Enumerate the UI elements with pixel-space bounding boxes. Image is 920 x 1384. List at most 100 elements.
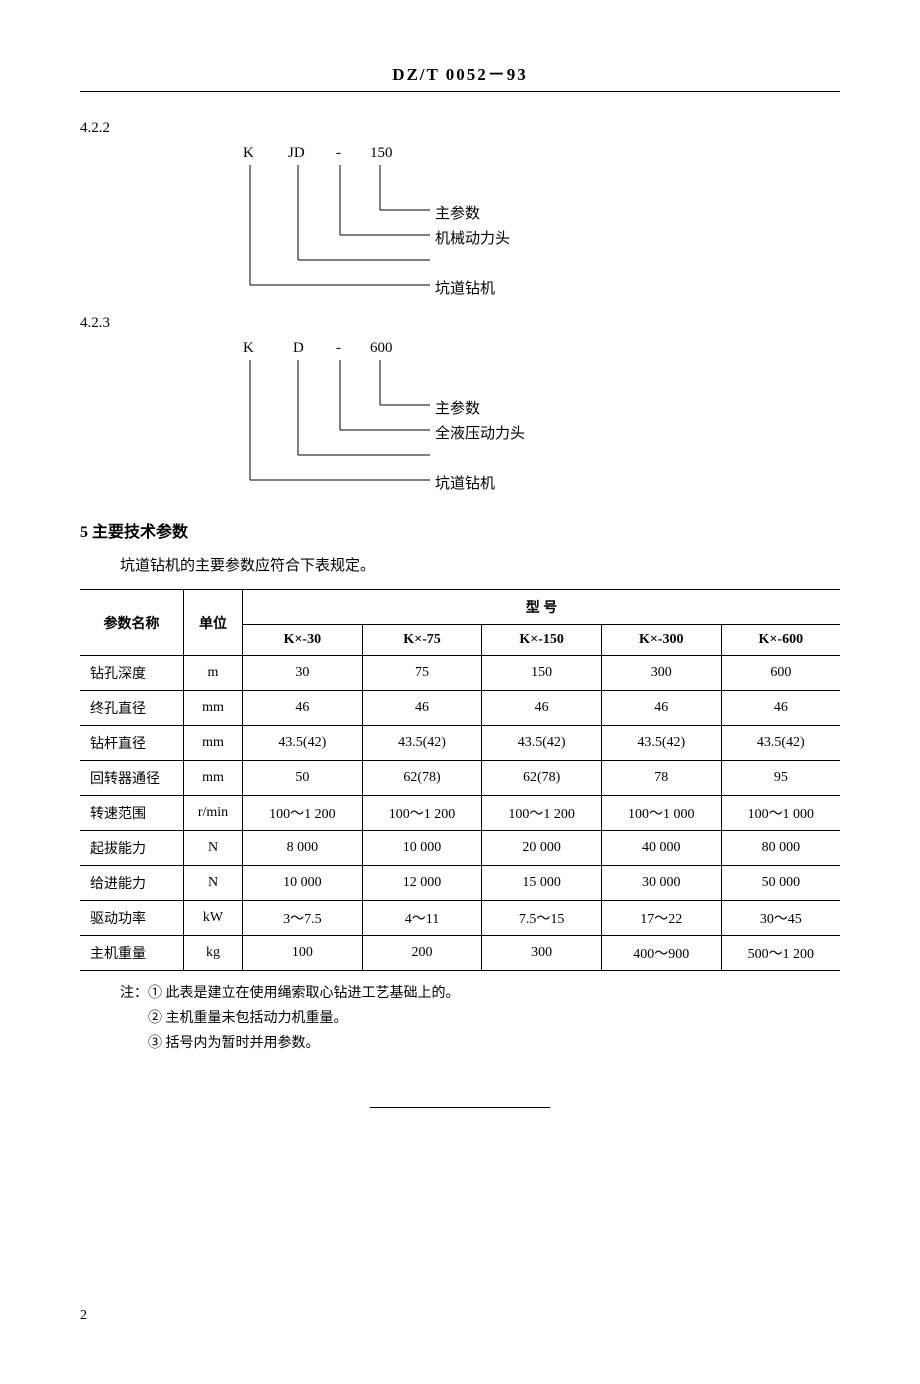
table-cell: 驱动功率 bbox=[80, 901, 184, 936]
model-4: K×-600 bbox=[721, 625, 840, 656]
table-cell: 100～1 000 bbox=[721, 796, 840, 831]
table-cell: 终孔直径 bbox=[80, 691, 184, 726]
code-k: K bbox=[243, 145, 254, 162]
table-cell: 回转器通径 bbox=[80, 761, 184, 796]
table-cell: 12 000 bbox=[362, 866, 482, 901]
table-cell: 转速范围 bbox=[80, 796, 184, 831]
table-cell: 43.5(42) bbox=[721, 726, 840, 761]
table-cell: 7.5～15 bbox=[482, 901, 602, 936]
section-4-2-2: 4.2.2 bbox=[80, 120, 840, 137]
table-cell: N bbox=[184, 831, 243, 866]
table-cell: mm bbox=[184, 691, 243, 726]
code-jd: JD bbox=[288, 145, 305, 162]
table-cell: 43.5(42) bbox=[482, 726, 602, 761]
label-tunnel-drill: 坑道钻机 bbox=[435, 277, 495, 298]
model-0: K×-30 bbox=[243, 625, 363, 656]
table-cell: 46 bbox=[362, 691, 482, 726]
label-tunnel-drill: 坑道钻机 bbox=[435, 472, 495, 493]
table-cell: 30～45 bbox=[721, 901, 840, 936]
section-5-intro: 坑道钻机的主要参数应符合下表规定。 bbox=[120, 554, 840, 575]
table-cell: 200 bbox=[362, 936, 482, 971]
table-cell: 10 000 bbox=[243, 866, 363, 901]
table-cell: 钻孔深度 bbox=[80, 656, 184, 691]
model-2: K×-150 bbox=[482, 625, 602, 656]
code-dash: - bbox=[336, 145, 341, 162]
table-cell: 62(78) bbox=[362, 761, 482, 796]
table-cell: 主机重量 bbox=[80, 936, 184, 971]
table-cell: 46 bbox=[721, 691, 840, 726]
table-cell: 300 bbox=[482, 936, 602, 971]
table-cell: r/min bbox=[184, 796, 243, 831]
table-cell: 150 bbox=[482, 656, 602, 691]
table-cell: kg bbox=[184, 936, 243, 971]
col-unit: 单位 bbox=[184, 590, 243, 656]
table-cell: 起拔能力 bbox=[80, 831, 184, 866]
table-cell: 100～1 200 bbox=[482, 796, 602, 831]
table-cell: 43.5(42) bbox=[243, 726, 363, 761]
table-cell: 100～1 000 bbox=[601, 796, 721, 831]
table-cell: 46 bbox=[482, 691, 602, 726]
note-2: ② 主机重量未包括动力机重量。 bbox=[148, 1011, 348, 1026]
table-cell: 78 bbox=[601, 761, 721, 796]
page-number: 2 bbox=[80, 1308, 840, 1324]
table-cell: 50 000 bbox=[721, 866, 840, 901]
table-cell: 80 000 bbox=[721, 831, 840, 866]
standard-header: DZ/T 0052－93 bbox=[80, 60, 840, 92]
table-cell: 600 bbox=[721, 656, 840, 691]
table-cell: 8 000 bbox=[243, 831, 363, 866]
table-cell: 给进能力 bbox=[80, 866, 184, 901]
notes-prefix: 注： bbox=[120, 986, 148, 1001]
diagram-kd-600: K D - 600 主参数 全液压动力头 坑道钻机 bbox=[80, 340, 840, 500]
model-3: K×-300 bbox=[601, 625, 721, 656]
label-main-param: 主参数 bbox=[435, 397, 480, 418]
table-cell: 100～1 200 bbox=[243, 796, 363, 831]
table-cell: 500～1 200 bbox=[721, 936, 840, 971]
col-param-name: 参数名称 bbox=[80, 590, 184, 656]
table-cell: 100～1 200 bbox=[362, 796, 482, 831]
end-rule bbox=[370, 1107, 550, 1108]
code-k: K bbox=[243, 340, 254, 357]
section-5-heading: 5 主要技术参数 bbox=[80, 518, 840, 542]
table-cell: 300 bbox=[601, 656, 721, 691]
table-cell: 钻杆直径 bbox=[80, 726, 184, 761]
code-num: 600 bbox=[370, 340, 393, 357]
table-cell: 75 bbox=[362, 656, 482, 691]
code-dash: - bbox=[336, 340, 341, 357]
table-cell: 100 bbox=[243, 936, 363, 971]
table-cell: 30 bbox=[243, 656, 363, 691]
model-1: K×-75 bbox=[362, 625, 482, 656]
col-model-span: 型 号 bbox=[243, 590, 841, 625]
table-cell: 43.5(42) bbox=[362, 726, 482, 761]
table-cell: 46 bbox=[243, 691, 363, 726]
code-num: 150 bbox=[370, 145, 393, 162]
table-cell: 62(78) bbox=[482, 761, 602, 796]
table-cell: 50 bbox=[243, 761, 363, 796]
table-cell: 3～7.5 bbox=[243, 901, 363, 936]
table-cell: 17～22 bbox=[601, 901, 721, 936]
note-3: ③ 括号内为暂时并用参数。 bbox=[148, 1036, 320, 1051]
table-notes: 注：① 此表是建立在使用绳索取心钻进工艺基础上的。 注：② 主机重量未包括动力机… bbox=[120, 981, 840, 1057]
table-cell: 40 000 bbox=[601, 831, 721, 866]
table-cell: mm bbox=[184, 761, 243, 796]
table-cell: m bbox=[184, 656, 243, 691]
code-d: D bbox=[293, 340, 304, 357]
table-cell: 95 bbox=[721, 761, 840, 796]
diagram-kjd-150: K JD - 150 主参数 机械动力头 坑道钻机 bbox=[80, 145, 840, 305]
table-cell: 20 000 bbox=[482, 831, 602, 866]
label-main-param: 主参数 bbox=[435, 202, 480, 223]
table-cell: 400～900 bbox=[601, 936, 721, 971]
label-mech-head: 机械动力头 bbox=[435, 227, 510, 248]
section-4-2-3: 4.2.3 bbox=[80, 315, 840, 332]
table-cell: 30 000 bbox=[601, 866, 721, 901]
note-1: ① 此表是建立在使用绳索取心钻进工艺基础上的。 bbox=[148, 986, 460, 1001]
table-cell: 4～11 bbox=[362, 901, 482, 936]
table-cell: 10 000 bbox=[362, 831, 482, 866]
label-hydraulic-head: 全液压动力头 bbox=[435, 422, 525, 443]
table-cell: kW bbox=[184, 901, 243, 936]
table-cell: 46 bbox=[601, 691, 721, 726]
table-cell: N bbox=[184, 866, 243, 901]
table-cell: mm bbox=[184, 726, 243, 761]
table-cell: 43.5(42) bbox=[601, 726, 721, 761]
table-cell: 15 000 bbox=[482, 866, 602, 901]
parameters-table: 参数名称 单位 型 号 K×-30 K×-75 K×-150 K×-300 K×… bbox=[80, 589, 840, 971]
